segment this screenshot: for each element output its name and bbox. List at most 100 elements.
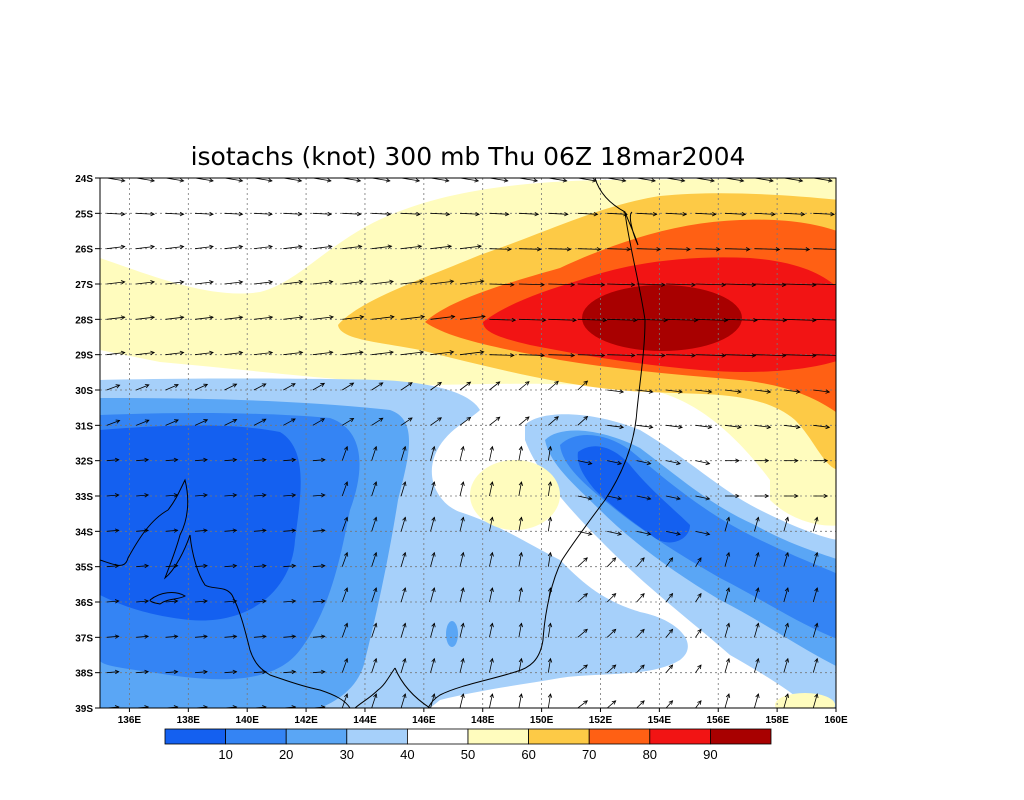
colorbar-label: 80 [643,747,657,762]
wind-vector [754,247,781,252]
wind-vector [224,669,238,675]
wind-vector [430,587,436,603]
wind-vector [165,244,185,250]
wind-vector [695,424,713,430]
wind-vector [106,599,120,604]
lon-label: 144E [353,715,377,726]
wind-vector [136,280,156,285]
colorbar-label: 40 [400,747,414,762]
wind-vector [253,493,267,498]
contour-small-yellow [470,460,560,530]
wind-vector [106,350,126,356]
wind-vector [136,528,150,533]
wind-vector [577,628,588,638]
wind-vector [371,382,384,391]
wind-vector [194,315,214,320]
lon-label: 150E [530,715,554,726]
wind-vector [253,211,273,217]
wind-vector [547,551,553,567]
contour-yellow-se [770,471,836,526]
lat-label: 36S [75,598,93,609]
lat-label: 32S [75,457,93,468]
wind-vector [577,317,608,323]
colorbar-swatch [528,728,590,745]
wind-vector [165,315,185,320]
wind-vector [459,211,480,217]
colorbar-label: 90 [703,747,717,762]
wind-vector [371,516,378,532]
wind-vector [371,279,394,285]
wind-vector [665,530,681,536]
wind-vector [695,592,702,603]
wind-vector [224,280,244,285]
wind-vector [489,481,494,497]
colorbar-swatch [710,728,772,745]
wind-vector [812,587,819,603]
wind-vector [136,669,150,675]
wind-vector [430,622,436,638]
wind-vector [194,350,214,356]
wind-vector [607,211,628,217]
wind-vector [371,657,378,673]
wind-vector [547,587,553,603]
wind-vector [342,418,355,426]
wind-vector [577,247,602,252]
wind-vector [518,622,523,638]
wind-vector [400,657,407,673]
wind-vector [812,693,819,708]
wind-vector [312,350,334,356]
wind-vector [342,315,365,320]
wind-vector [607,247,632,252]
wind-vector [312,669,326,675]
wind-vector [783,212,806,217]
wind-vector [724,458,740,463]
wind-vector [547,657,553,673]
wind-vector [754,551,760,567]
wind-vector [136,350,156,356]
wind-vector [459,314,486,320]
wind-vector [518,587,523,603]
wind-vector [577,557,588,567]
wind-vector [341,481,349,497]
wind-vector [400,382,413,391]
lat-label: 26S [75,245,93,256]
wind-vector [136,493,150,498]
wind-vector [665,700,674,708]
wind-vector [577,495,593,501]
lon-label: 160E [824,715,848,726]
wind-vector [400,587,407,603]
lon-label: 140E [236,715,260,726]
wind-vector [371,350,394,356]
wind-vector [695,460,711,466]
wind-vector [106,315,126,320]
coastline [100,178,646,708]
contour-0-10-west [100,425,301,621]
lon-label: 158E [765,715,789,726]
wind-vector [106,280,126,285]
wind-vector [106,493,120,498]
wind-vector [636,247,662,252]
wind-vector [783,551,789,567]
wind-vector [606,592,617,603]
wind-vector [106,634,120,639]
wind-vector [636,495,652,501]
wind-vector [194,383,209,391]
wind-vector [224,528,238,533]
wind-vector [283,634,297,639]
lon-label: 146E [412,715,436,726]
wind-vector [459,279,485,285]
wind-vector [283,457,297,463]
colorbar-labels: 10 20 30 40 50 60 70 80 90 [218,747,717,762]
wind-vector [489,693,494,708]
wind-vector [430,244,453,250]
wind-vector [165,419,179,426]
wind-vector [106,563,120,569]
wind-vector [813,458,829,463]
wind-vector [518,317,547,323]
wind-vector [312,457,326,463]
wind-vector [224,383,238,391]
wind-vector [489,445,494,461]
wind-vector [607,424,625,430]
wind-vector [459,693,465,708]
colorbar-swatch [588,728,651,745]
